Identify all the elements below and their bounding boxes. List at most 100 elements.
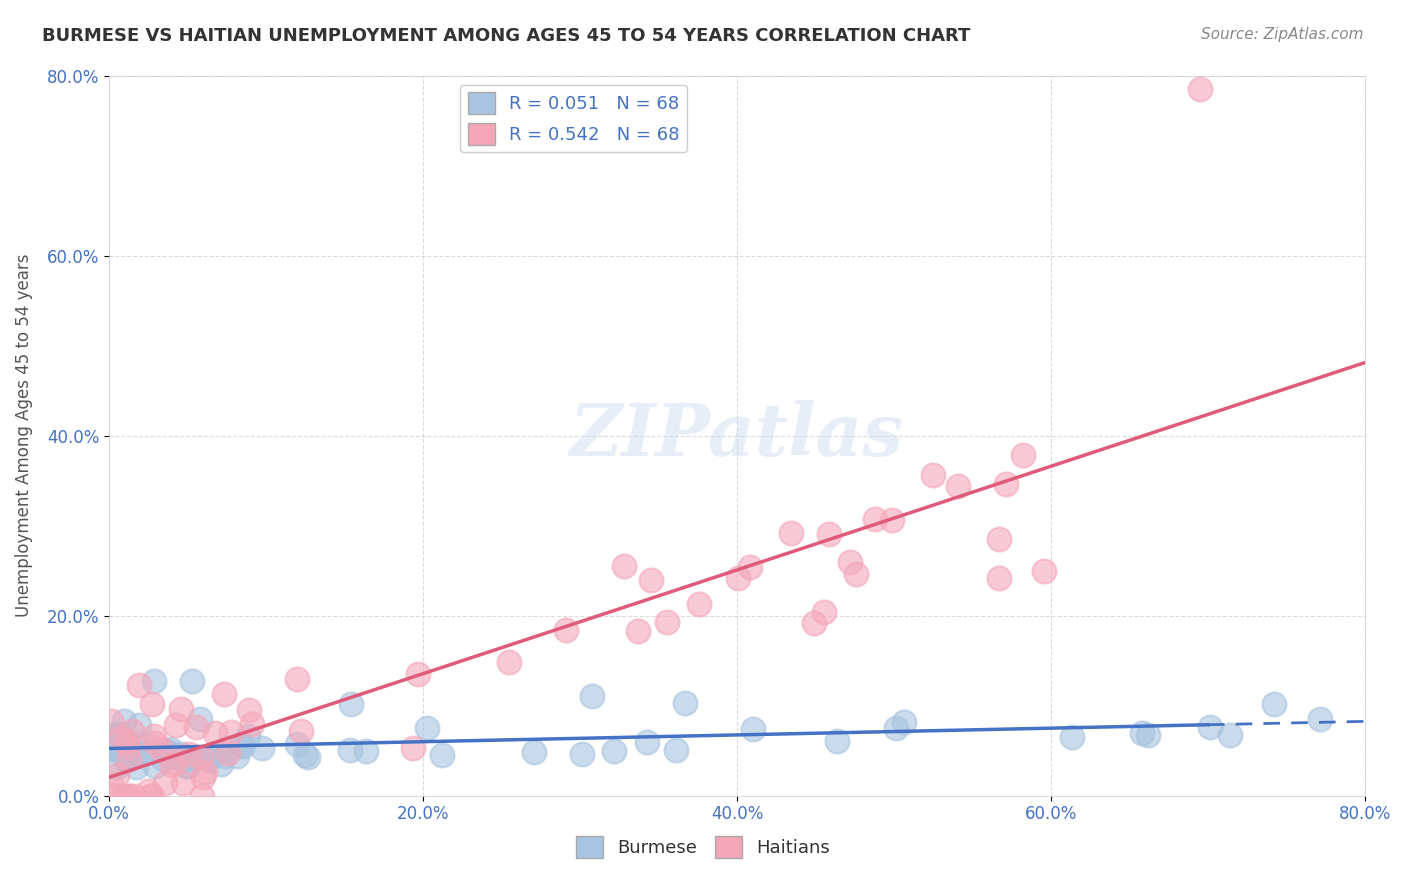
Point: [118, 739, 141, 753]
Point: [922, 467, 945, 482]
Point: [571, 747, 593, 761]
Point: [107, 727, 129, 741]
Point: [105, 760, 128, 774]
Point: [294, 747, 316, 762]
Point: [209, 757, 232, 772]
Point: [250, 741, 273, 756]
Point: [169, 702, 191, 716]
Point: [166, 717, 188, 731]
Point: [156, 743, 179, 757]
Point: [813, 605, 835, 619]
Point: [141, 698, 163, 712]
Point: [845, 566, 868, 581]
Point: [1012, 448, 1035, 462]
Point: [191, 770, 214, 784]
Point: [742, 723, 765, 737]
Point: [139, 789, 162, 803]
Point: [111, 789, 134, 803]
Point: [839, 555, 862, 569]
Point: [207, 746, 229, 760]
Point: [155, 744, 177, 758]
Point: [727, 571, 749, 585]
Point: [155, 745, 177, 759]
Point: [803, 616, 825, 631]
Point: [180, 674, 202, 689]
Point: [117, 789, 139, 803]
Point: [880, 513, 903, 527]
Point: [177, 747, 200, 761]
Point: [602, 744, 624, 758]
Legend: R = 0.051   N = 68, R = 0.542   N = 68: R = 0.051 N = 68, R = 0.542 N = 68: [461, 85, 688, 152]
Point: [946, 479, 969, 493]
Point: [402, 741, 425, 756]
Point: [673, 696, 696, 710]
Point: [988, 532, 1011, 546]
Point: [118, 789, 141, 803]
Point: [297, 750, 319, 764]
Point: [640, 573, 662, 587]
Point: [1132, 726, 1154, 740]
Point: [127, 747, 149, 761]
Point: [780, 525, 803, 540]
Point: [110, 731, 132, 746]
Point: [100, 779, 122, 793]
Point: [893, 715, 915, 730]
Point: [186, 751, 208, 765]
Point: [149, 741, 172, 756]
Point: [186, 720, 208, 734]
Point: [408, 667, 430, 681]
Point: [141, 789, 163, 803]
Point: [177, 758, 200, 772]
Point: [105, 768, 128, 782]
Point: [176, 758, 198, 772]
Point: [738, 560, 761, 574]
Point: [197, 753, 219, 767]
Point: [665, 742, 688, 756]
Point: [122, 789, 145, 803]
Point: [555, 623, 578, 637]
Point: [117, 739, 139, 753]
Point: [1309, 712, 1331, 726]
Point: [581, 690, 603, 704]
Point: [105, 729, 128, 743]
Point: [863, 512, 886, 526]
Point: [132, 735, 155, 749]
Point: [636, 735, 658, 749]
Point: [188, 712, 211, 726]
Point: [655, 615, 678, 629]
Text: Source: ZipAtlas.com: Source: ZipAtlas.com: [1201, 27, 1364, 42]
Legend: Burmese, Haitians: Burmese, Haitians: [568, 829, 838, 865]
Point: [143, 759, 166, 773]
Point: [354, 744, 377, 758]
Point: [1188, 82, 1211, 96]
Point: [198, 751, 221, 765]
Point: [112, 714, 135, 728]
Point: [238, 703, 260, 717]
Point: [101, 741, 124, 756]
Point: [190, 750, 212, 764]
Point: [121, 724, 143, 739]
Point: [142, 673, 165, 688]
Point: [143, 729, 166, 743]
Point: [194, 764, 217, 779]
Point: [416, 721, 439, 735]
Point: [229, 738, 252, 752]
Point: [627, 624, 650, 639]
Point: [173, 750, 195, 764]
Point: [110, 742, 132, 756]
Point: [191, 789, 214, 803]
Point: [240, 716, 263, 731]
Point: [159, 741, 181, 756]
Point: [987, 571, 1010, 585]
Point: [613, 558, 636, 573]
Point: [290, 723, 312, 738]
Point: [1032, 565, 1054, 579]
Point: [118, 752, 141, 766]
Point: [165, 755, 187, 769]
Point: [115, 752, 138, 766]
Point: [285, 672, 308, 686]
Point: [523, 745, 546, 759]
Point: [1219, 728, 1241, 742]
Point: [498, 655, 520, 669]
Point: [212, 688, 235, 702]
